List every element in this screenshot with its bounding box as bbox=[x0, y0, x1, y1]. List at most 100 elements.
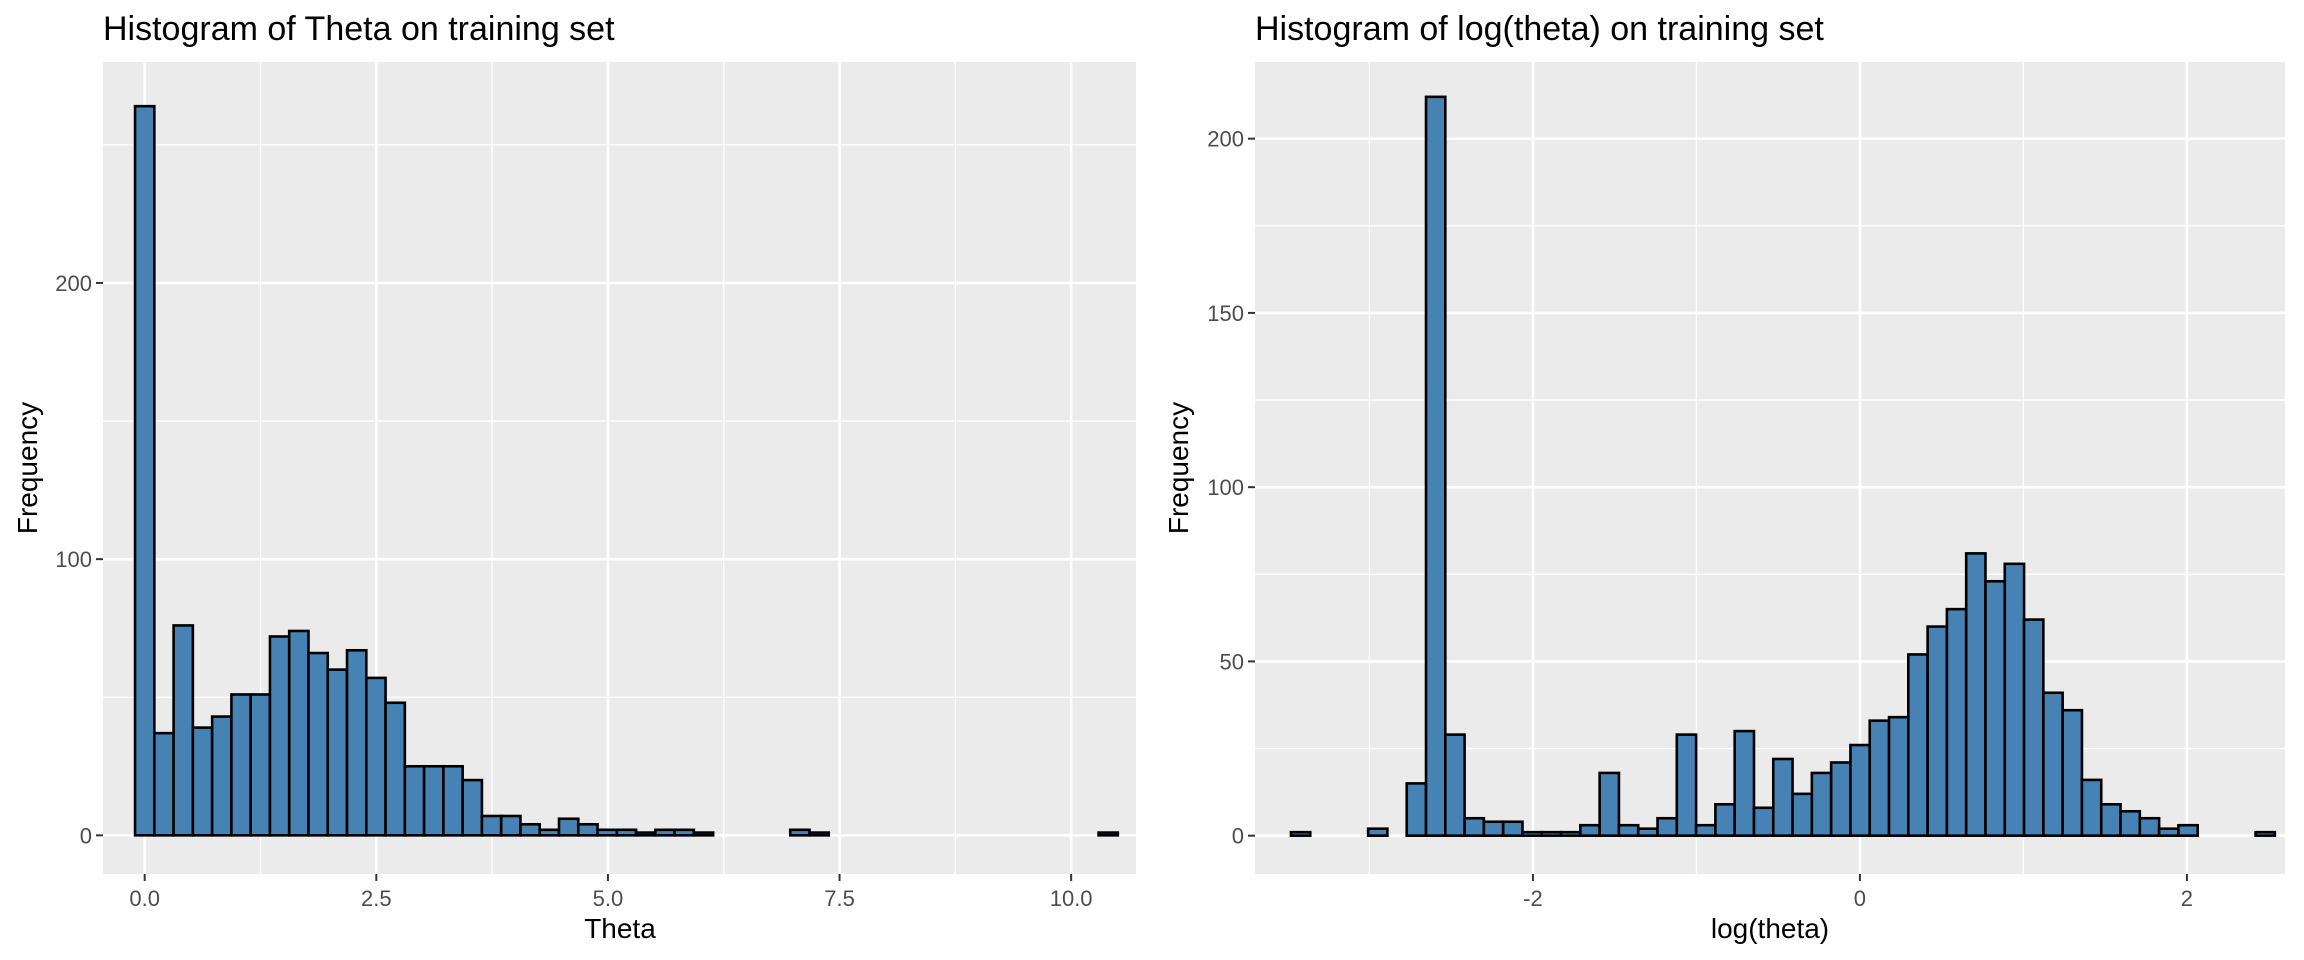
histogram-bar bbox=[1424, 95, 1447, 837]
histogram-bar bbox=[1887, 715, 1910, 837]
y-tick-label: 100 bbox=[1207, 475, 1244, 500]
histogram-bar bbox=[249, 693, 272, 837]
histogram-bar bbox=[1405, 782, 1428, 837]
histogram-bar bbox=[1598, 771, 1621, 837]
histogram-bar bbox=[133, 104, 156, 837]
histogram-bar bbox=[1926, 625, 1949, 837]
histogram-bar bbox=[1289, 830, 1312, 837]
histogram-bar bbox=[345, 648, 368, 837]
x-tick-label: 2.5 bbox=[361, 886, 392, 911]
histogram-bar bbox=[1810, 771, 1833, 837]
histogram-bar bbox=[2138, 816, 2161, 837]
histogram-bar bbox=[1907, 653, 1929, 837]
plot-panel: 0.0 2.5 5.0 7.5 10.0 0 100 200 bbox=[55, 62, 1136, 911]
histogram-bar bbox=[808, 831, 831, 837]
histogram-bar bbox=[788, 828, 811, 837]
histogram-bar bbox=[287, 629, 310, 837]
chart-right-log-theta: Histogram of log(theta) on training set … bbox=[1163, 10, 2285, 944]
histogram-bar bbox=[2080, 778, 2103, 837]
y-tick-label: 0 bbox=[80, 823, 92, 848]
histogram-bar bbox=[1868, 719, 1891, 837]
histogram-bar bbox=[1675, 733, 1698, 837]
histogram-bar bbox=[403, 764, 426, 837]
histogram-bar bbox=[172, 624, 195, 837]
x-tick-label: 7.5 bbox=[824, 886, 855, 911]
histogram-bar bbox=[1849, 743, 1872, 837]
x-tick-label: -2 bbox=[1523, 886, 1543, 911]
y-axis-title: Frequency bbox=[12, 402, 43, 534]
histogram-bar bbox=[268, 635, 291, 837]
histogram-bar bbox=[2157, 827, 2180, 837]
histogram-bar bbox=[2177, 823, 2199, 837]
histogram-bar bbox=[191, 726, 214, 837]
panel-background bbox=[1255, 62, 2285, 874]
y-tick-label: 0 bbox=[1232, 824, 1244, 849]
histogram-bar bbox=[2003, 562, 2026, 837]
histogram-bar bbox=[1579, 823, 1601, 837]
y-tick-label: 50 bbox=[1220, 649, 1244, 674]
histogram-bar bbox=[326, 668, 349, 837]
histogram-bar bbox=[615, 828, 638, 837]
histogram-bar bbox=[1771, 757, 1794, 837]
histogram-bar bbox=[1636, 827, 1659, 837]
histogram-bar bbox=[1540, 830, 1563, 837]
y-tick-label: 200 bbox=[55, 271, 92, 296]
histogram-bar bbox=[654, 828, 676, 837]
x-tick-label: 0.0 bbox=[129, 886, 160, 911]
histogram-bar bbox=[596, 828, 619, 837]
histogram-bar bbox=[1617, 823, 1640, 837]
histogram-bar bbox=[480, 814, 503, 837]
histogram-bar bbox=[1733, 729, 1756, 837]
histogram-bar bbox=[364, 676, 387, 837]
chart-title: Histogram of log(theta) on training set bbox=[1255, 10, 1824, 48]
histogram-bar bbox=[1791, 792, 1814, 837]
y-tick-label: 200 bbox=[1207, 127, 1244, 152]
histogram-bar bbox=[576, 822, 599, 837]
chart-left-theta: Histogram of Theta on training set 0.0 2.… bbox=[12, 10, 1136, 944]
chart-title: Histogram of Theta on training set bbox=[103, 10, 615, 48]
x-tick-label: 2 bbox=[2181, 886, 2193, 911]
histogram-bar bbox=[1463, 816, 1486, 837]
histogram-bar bbox=[1984, 579, 2007, 837]
histogram-bar bbox=[1964, 552, 1987, 837]
histogram-bar bbox=[1097, 831, 1120, 837]
histogram-bar bbox=[673, 828, 696, 837]
y-axis-title: Frequency bbox=[1163, 402, 1194, 534]
histogram-bar bbox=[1829, 761, 1852, 837]
histogram-bar bbox=[153, 731, 175, 837]
histogram-bar bbox=[2042, 691, 2064, 837]
x-axis-title: log(theta) bbox=[1711, 913, 1829, 944]
histogram-bar bbox=[634, 831, 657, 837]
histogram-bar bbox=[422, 764, 445, 837]
histogram-bar bbox=[538, 828, 561, 837]
histogram-bar bbox=[2119, 809, 2142, 837]
histogram-bar bbox=[1714, 803, 1736, 837]
histogram-bar bbox=[2254, 830, 2277, 837]
histogram-bar bbox=[384, 701, 407, 837]
histogram-bar bbox=[1501, 820, 1524, 837]
histogram-bar bbox=[499, 814, 522, 837]
histogram-bar bbox=[1656, 816, 1679, 837]
y-tick-label: 100 bbox=[55, 547, 92, 572]
histogram-bar bbox=[557, 817, 580, 837]
histogram-bar bbox=[2022, 618, 2045, 837]
histogram-bar bbox=[307, 651, 330, 837]
x-tick-label: 0 bbox=[1854, 886, 1866, 911]
histogram-bar bbox=[519, 822, 542, 837]
y-tick-label: 150 bbox=[1207, 301, 1244, 326]
histogram-bar bbox=[1444, 733, 1466, 837]
histogram-bar bbox=[1366, 827, 1389, 837]
histogram-bar bbox=[461, 778, 484, 837]
histogram-bar bbox=[1559, 830, 1582, 837]
histogram-bar bbox=[2099, 803, 2122, 837]
histogram-bar bbox=[692, 831, 715, 837]
histogram-bar bbox=[1945, 607, 1968, 837]
x-tick-label: 10.0 bbox=[1050, 886, 1093, 911]
histogram-bar bbox=[1694, 823, 1717, 837]
x-axis-title: Theta bbox=[584, 913, 656, 944]
plot-panel: -2 0 2 0 50 100 150 200 bbox=[1207, 62, 2285, 911]
histogram-bar bbox=[210, 715, 233, 837]
x-tick-label: 5.0 bbox=[593, 886, 624, 911]
histogram-bar bbox=[1521, 830, 1544, 837]
